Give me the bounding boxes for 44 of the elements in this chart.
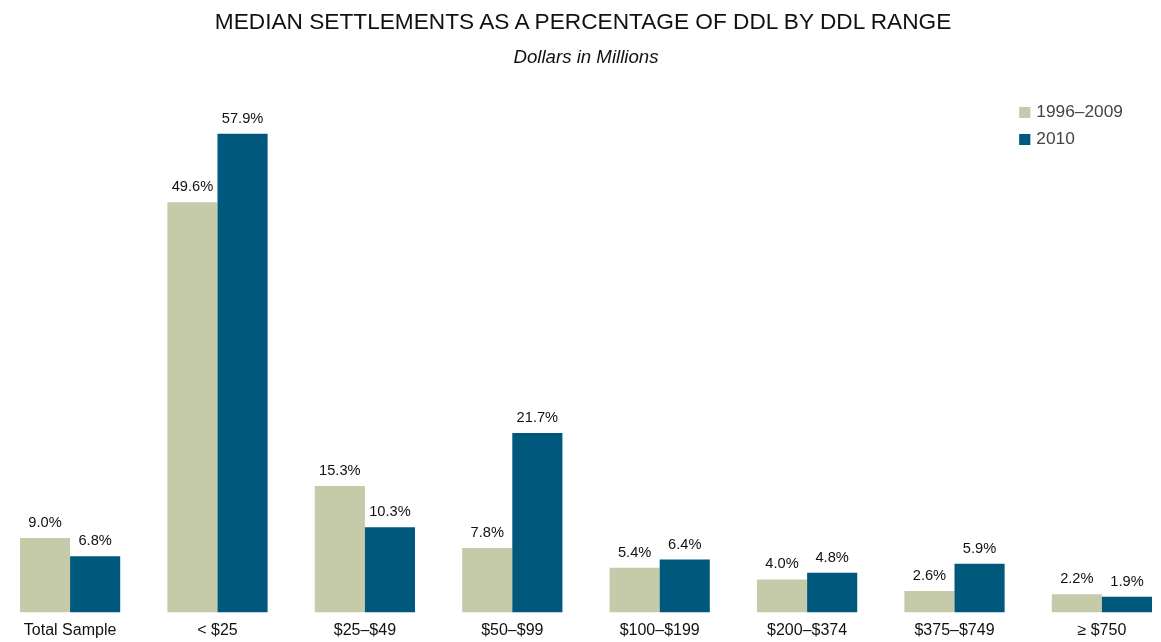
data-label: 4.0% xyxy=(765,555,799,572)
bar xyxy=(904,591,955,613)
data-label: 6.4% xyxy=(668,535,702,552)
legend-label: 1996–2009 xyxy=(1036,101,1123,122)
bar xyxy=(609,567,660,613)
chart-title: MEDIAN SETTLEMENTS AS A PERCENTAGE OF DDL BY DDL RANGE xyxy=(214,7,952,34)
x-tick-label: Total Sample xyxy=(23,620,117,638)
x-tick-label: $375–$749 xyxy=(914,620,995,638)
data-label: 57.9% xyxy=(221,109,264,126)
bar xyxy=(756,579,808,613)
bar xyxy=(314,485,365,613)
bar xyxy=(364,527,416,613)
bar xyxy=(167,202,218,613)
bar xyxy=(1051,594,1102,613)
chart-subtitle: Dollars in Millions xyxy=(513,45,659,67)
x-tick-label: $50–$99 xyxy=(481,620,544,638)
data-label: 1.9% xyxy=(1110,572,1144,589)
bar xyxy=(462,548,513,613)
legend-label: 2010 xyxy=(1036,128,1075,149)
bar xyxy=(512,433,563,613)
bar xyxy=(954,563,1005,613)
data-label: 7.8% xyxy=(470,524,504,540)
data-label: 9.0% xyxy=(28,514,62,531)
data-label: 2.6% xyxy=(912,567,947,583)
bar xyxy=(659,559,710,613)
x-tick-label: $200–$374 xyxy=(767,620,848,638)
data-label: 49.6% xyxy=(171,178,214,195)
x-tick-label: < $25 xyxy=(197,620,238,638)
x-tick-label: ≥ $750 xyxy=(1077,620,1127,638)
x-tick-label: $100–$199 xyxy=(619,620,700,638)
data-label: 10.3% xyxy=(369,503,411,520)
bar xyxy=(19,538,71,613)
bar xyxy=(807,572,858,613)
bar xyxy=(1101,596,1153,613)
x-tick-label: $25–$49 xyxy=(333,620,397,638)
bar xyxy=(217,133,268,613)
data-label: 15.3% xyxy=(319,461,361,478)
data-label: 4.8% xyxy=(815,548,849,565)
data-label: 2.2% xyxy=(1060,570,1094,587)
data-label: 21.7% xyxy=(516,409,559,426)
data-label: 5.4% xyxy=(617,543,652,560)
bar xyxy=(70,556,121,613)
data-label: 5.9% xyxy=(962,539,997,556)
data-label: 6.8% xyxy=(78,532,112,549)
